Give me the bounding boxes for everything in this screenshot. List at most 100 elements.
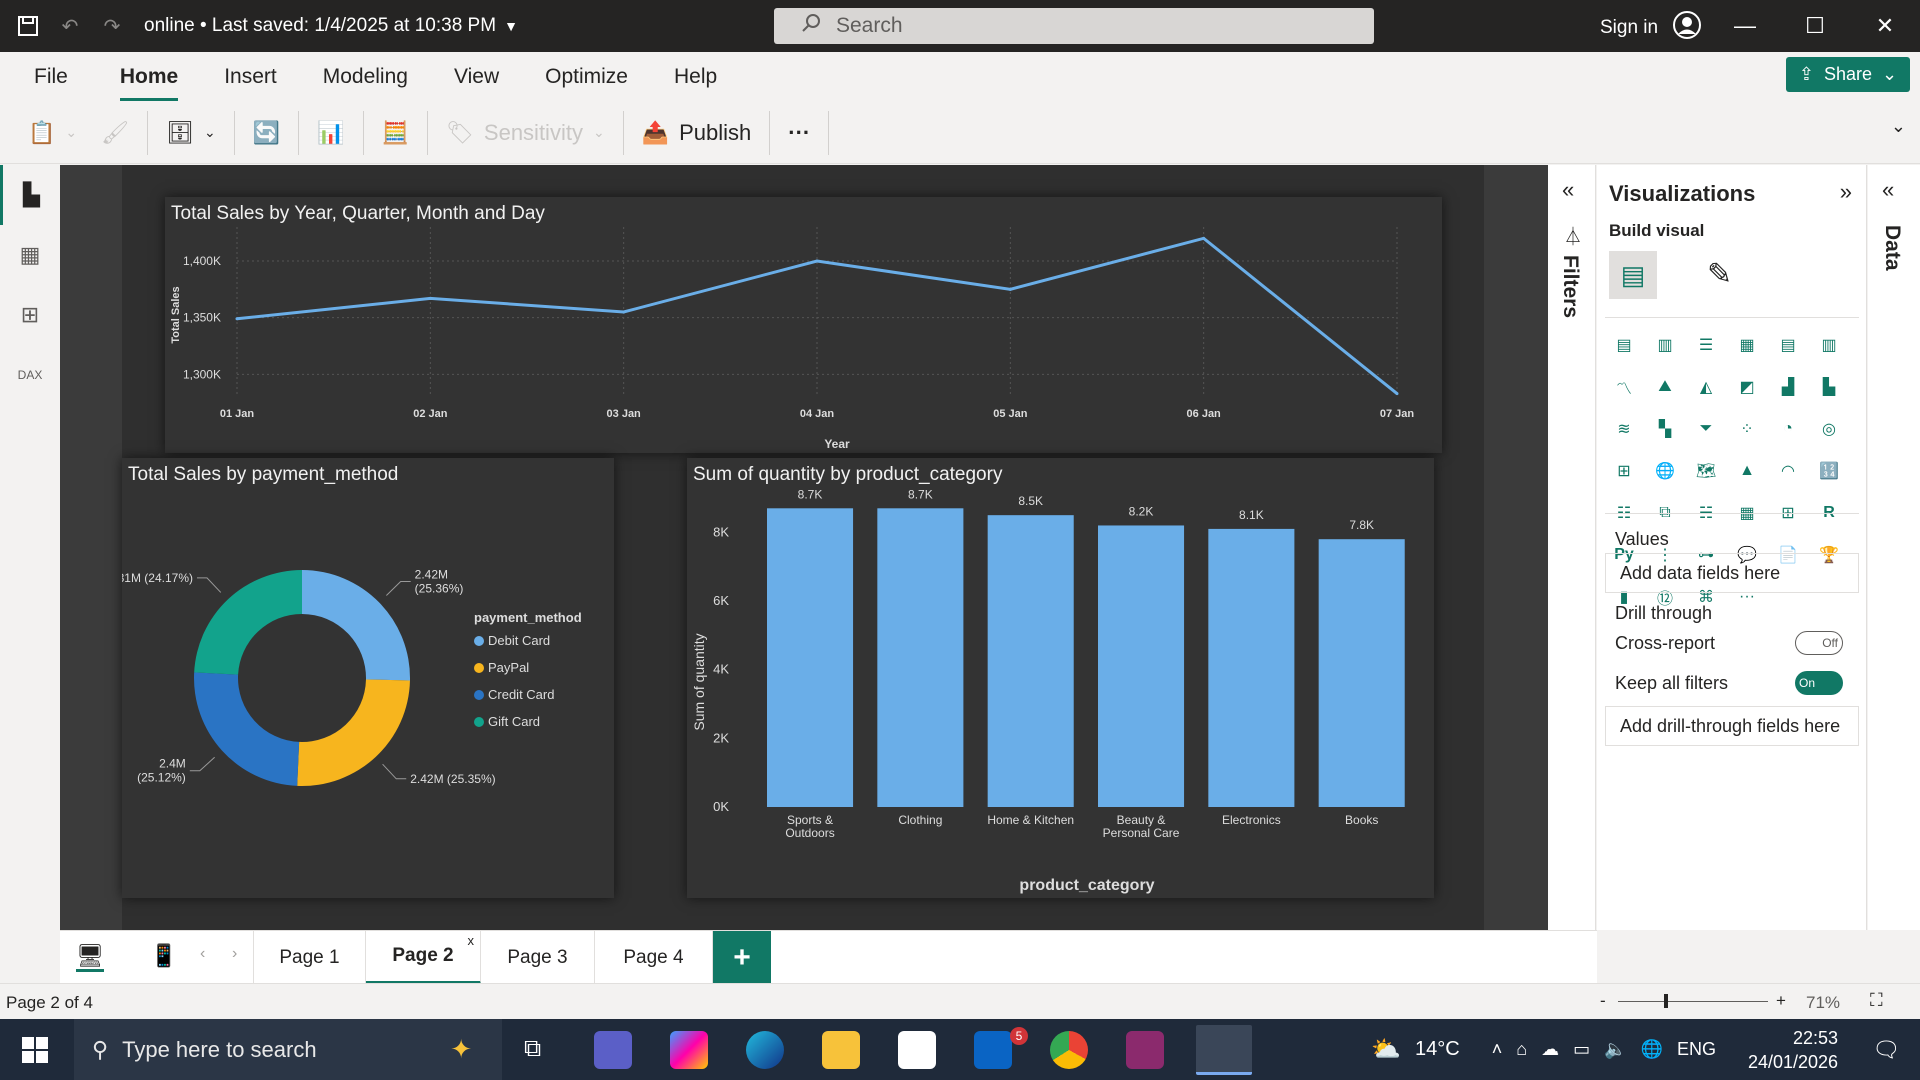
menu-home[interactable]: Home <box>119 59 179 101</box>
mobile-layout-icon[interactable]: 📱 <box>150 943 178 968</box>
narrative-icon[interactable]: ▮ <box>1619 589 1629 606</box>
sign-in-button[interactable]: Sign in <box>1600 10 1702 46</box>
volume-icon[interactable]: 🔈 <box>1604 1039 1627 1059</box>
menu-modeling[interactable]: Modeling <box>322 65 408 88</box>
calculator-button[interactable]: 🧮 <box>364 110 428 155</box>
fit-page-icon[interactable]: ⛶ <box>1870 990 1883 1010</box>
stacked-bar-icon[interactable]: ▤ <box>1616 337 1632 354</box>
filled-map-icon[interactable]: 🗺 <box>1695 463 1717 480</box>
notifications-icon[interactable]: 🗨 <box>1872 1036 1900 1062</box>
share-button[interactable]: ⇪ Share ⌄ <box>1786 57 1910 92</box>
python-visual-icon[interactable]: Py <box>1614 546 1634 563</box>
language-indicator[interactable]: ENG <box>1676 1039 1716 1059</box>
publish-button[interactable]: 📤 Publish <box>624 110 771 155</box>
line-chart-icon[interactable]: 〽 <box>1615 381 1632 398</box>
store-icon[interactable] <box>898 1031 936 1069</box>
expand-pane-icon[interactable]: » <box>1839 179 1852 204</box>
chrome-icon[interactable] <box>1050 1031 1088 1069</box>
100-area-icon[interactable]: ◩ <box>1739 379 1755 396</box>
page-tab-2[interactable]: Page 2 x <box>366 931 481 984</box>
scatter-icon[interactable]: ⁘ <box>1740 421 1754 438</box>
collapse-ribbon-icon[interactable]: ⌄ <box>1890 116 1906 136</box>
line-stacked-column-icon[interactable]: ▟ <box>1781 379 1795 396</box>
100-column-icon[interactable]: ▥ <box>1821 337 1837 354</box>
battery-icon[interactable]: ▭ <box>1573 1039 1591 1059</box>
r-visual-icon[interactable]: R <box>1814 498 1844 528</box>
winrar-icon[interactable] <box>1126 1031 1164 1069</box>
taskbar-search[interactable]: ⚲ Type here to search ✦ <box>74 1019 502 1080</box>
metrics-icon[interactable]: ⑫ <box>1656 591 1673 608</box>
azure-map-icon[interactable]: ▲ <box>1739 462 1755 479</box>
desktop-layout-icon[interactable]: 🖥 <box>76 943 104 972</box>
redo-icon[interactable]: ↷ <box>103 15 121 38</box>
prev-page-icon[interactable]: ‹ <box>200 945 206 962</box>
drill-through-dropzone[interactable]: Add drill-through fields here <box>1605 706 1859 746</box>
page-tab-3[interactable]: Page 3 <box>481 931 595 984</box>
onedrive-icon[interactable]: ☁ <box>1541 1039 1560 1059</box>
qa-icon[interactable]: 💬 <box>1737 547 1757 564</box>
gauge-icon[interactable]: ◠ <box>1781 463 1795 480</box>
decomposition-tree-icon[interactable]: ⊶ <box>1698 547 1714 564</box>
waterfall-icon[interactable]: ▚ <box>1658 421 1672 438</box>
sensitivity-button[interactable]: 🏷 Sensitivity ⌄ <box>428 110 624 155</box>
menu-view[interactable]: View <box>453 65 500 88</box>
zoom-in-icon[interactable]: + <box>1776 991 1786 1010</box>
stacked-column-icon[interactable]: ▥ <box>1657 337 1673 354</box>
treemap-icon[interactable]: ⊞ <box>1617 463 1631 480</box>
close-tab-icon[interactable]: x <box>467 933 475 948</box>
file-explorer-icon[interactable] <box>822 1031 860 1069</box>
line-chart-visual[interactable]: Total Sales by Year, Quarter, Month and … <box>165 197 1442 453</box>
start-icon[interactable] <box>22 1037 48 1068</box>
ribbon-chart-icon[interactable]: ≋ <box>1617 421 1631 438</box>
power-bi-icon[interactable] <box>1196 1025 1252 1075</box>
table-view-icon[interactable]: ▦ <box>19 242 41 267</box>
weather-icon[interactable]: ⛅ <box>1371 1036 1402 1063</box>
teams-icon[interactable] <box>594 1031 632 1069</box>
weather-temp[interactable]: 14°C <box>1415 1038 1460 1060</box>
donut-chart-visual[interactable]: Total Sales by payment_method 2.42M (25.3… <box>122 458 614 898</box>
task-view-icon[interactable]: ⧉ <box>524 1035 542 1062</box>
format-painter-icon[interactable]: 🖌 <box>101 119 130 145</box>
zoom-out-icon[interactable]: - <box>1600 991 1606 1010</box>
collapse-filters-icon[interactable]: « <box>1562 177 1575 202</box>
zoom-thumb[interactable] <box>1664 994 1668 1008</box>
data-pane[interactable]: « Data <box>1868 165 1920 930</box>
chevron-up-icon[interactable]: ˄ <box>1491 1039 1503 1059</box>
filters-pane[interactable]: « ⏃ Filters <box>1548 165 1596 930</box>
map-icon[interactable]: 🌐 <box>1655 463 1675 480</box>
line-clustered-column-icon[interactable]: ▙ <box>1822 379 1836 396</box>
values-dropzone[interactable]: Add data fields here <box>1605 553 1859 593</box>
search-input[interactable]: Search <box>774 8 1374 44</box>
document-title[interactable]: online • Last saved: 1/4/2025 at 10:38 P… <box>144 15 518 37</box>
undo-icon[interactable]: ↶ <box>61 15 79 38</box>
stacked-area-icon[interactable]: ◭ <box>1699 379 1713 396</box>
collapse-data-icon[interactable]: « <box>1882 177 1895 202</box>
keep-filters-toggle[interactable]: On <box>1795 671 1843 695</box>
zoom-slider[interactable]: - + <box>1600 991 1790 1011</box>
close-icon[interactable]: ✕ <box>1875 13 1895 38</box>
maximize-icon[interactable]: ☐ <box>1805 13 1825 38</box>
page-tab-4[interactable]: Page 4 <box>595 931 713 984</box>
meet-icon[interactable]: ⌂ <box>1516 1039 1528 1059</box>
model-view-icon[interactable]: ⊞ <box>20 302 40 327</box>
key-influencers-icon[interactable]: ⋮ <box>1657 547 1673 564</box>
refresh-button[interactable]: 🔄 <box>235 110 300 155</box>
menu-insert[interactable]: Insert <box>224 65 277 88</box>
outlook-icon[interactable] <box>974 1031 1012 1069</box>
pie-icon[interactable]: ◔ <box>1783 420 1793 437</box>
clock[interactable]: 22:53 24/01/2026 <box>1748 1026 1838 1074</box>
copilot-icon[interactable] <box>670 1031 708 1069</box>
zoom-level[interactable]: 71% <box>1806 993 1841 1012</box>
new-visual-button[interactable]: 📊 <box>299 110 364 155</box>
dax-query-icon[interactable]: DAX <box>17 368 43 382</box>
clustered-bar-icon[interactable]: ☰ <box>1698 337 1714 354</box>
network-icon[interactable]: 🌐 <box>1640 1039 1663 1059</box>
report-view-icon[interactable]: ▙ <box>0 165 60 225</box>
edge-icon[interactable] <box>746 1031 784 1069</box>
get-data-button[interactable]: 🗄 ⌄ <box>148 110 235 155</box>
power-apps-icon[interactable]: ⌘ <box>1698 589 1714 606</box>
kpi-icon[interactable]: ⧉ <box>1650 498 1680 528</box>
clustered-column-icon[interactable]: ▦ <box>1739 337 1755 354</box>
donut-icon[interactable]: ◎ <box>1822 421 1836 438</box>
more-options-button[interactable]: ··· <box>770 110 830 155</box>
